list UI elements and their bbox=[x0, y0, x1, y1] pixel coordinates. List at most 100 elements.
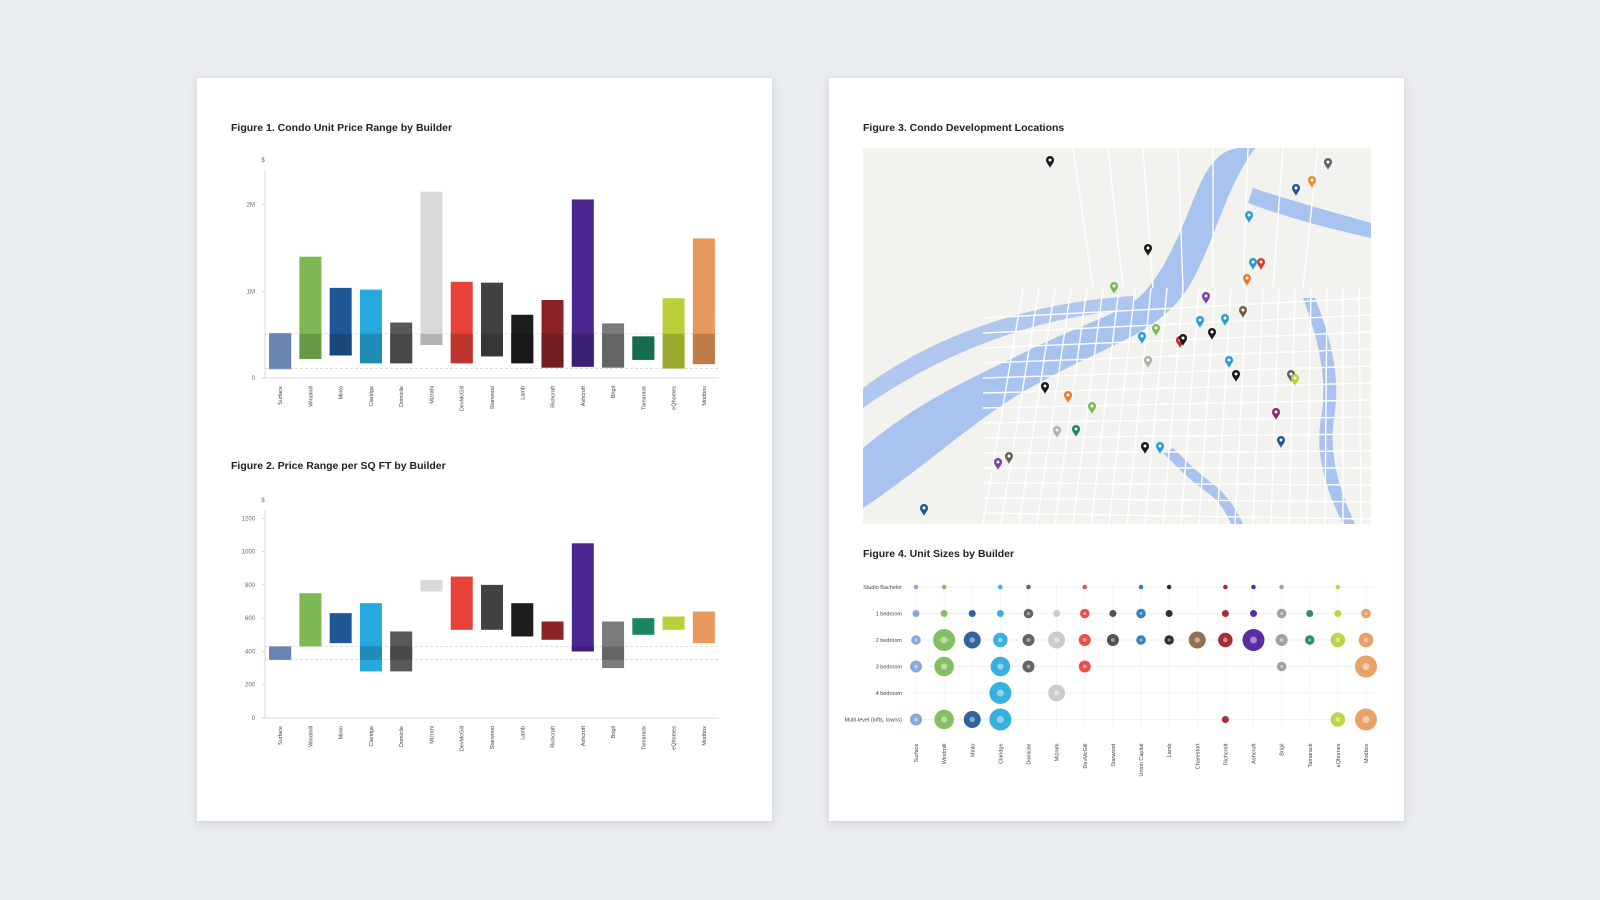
bar-modbox[interactable] bbox=[692, 238, 715, 365]
map-pin[interactable] bbox=[1072, 425, 1080, 437]
map-pin[interactable] bbox=[994, 458, 1002, 470]
bar-devmcgill[interactable] bbox=[450, 576, 473, 630]
bar-ashcroft[interactable] bbox=[571, 543, 594, 652]
bar-lamb[interactable] bbox=[511, 603, 534, 637]
map-pin[interactable] bbox=[1245, 211, 1253, 223]
bubble-minto[interactable] bbox=[968, 610, 976, 617]
map-pin[interactable] bbox=[1156, 442, 1164, 454]
map-pin[interactable] bbox=[1196, 316, 1204, 328]
map-pin[interactable] bbox=[1138, 332, 1146, 344]
bubble-eqhomes[interactable] bbox=[1330, 712, 1346, 727]
bubble-lamb[interactable] bbox=[1165, 610, 1173, 617]
map-pin[interactable] bbox=[1243, 274, 1251, 286]
map-pin[interactable] bbox=[1239, 306, 1247, 318]
bubble-union-capital[interactable] bbox=[1136, 635, 1146, 645]
bubble-brigil[interactable] bbox=[1275, 634, 1288, 646]
bubble-windmill[interactable] bbox=[934, 709, 954, 730]
bubble-union-capital[interactable] bbox=[1136, 608, 1146, 619]
bubble-ashcroft[interactable] bbox=[1250, 610, 1257, 617]
bubble-ashcroft[interactable] bbox=[1251, 584, 1256, 590]
bubble-surface[interactable] bbox=[910, 713, 922, 726]
bubble-tamarack[interactable] bbox=[1306, 610, 1314, 617]
bubble-windmill[interactable] bbox=[933, 629, 956, 651]
bubble-tamarack[interactable] bbox=[1305, 635, 1315, 645]
bubble-windmill[interactable] bbox=[940, 610, 948, 617]
condo-location-map[interactable] bbox=[863, 148, 1371, 524]
bubble-claridge[interactable] bbox=[989, 708, 1012, 731]
map-pin[interactable] bbox=[1272, 408, 1280, 420]
map-pin[interactable] bbox=[1202, 292, 1210, 304]
map-pin[interactable] bbox=[1232, 370, 1240, 382]
bubble-brigil[interactable] bbox=[1279, 584, 1284, 590]
map-pin[interactable] bbox=[1208, 328, 1216, 340]
bubble-domicile[interactable] bbox=[1022, 660, 1035, 673]
bubble-devmcgill[interactable] bbox=[1078, 634, 1091, 646]
map-pin[interactable] bbox=[1292, 184, 1300, 196]
bubble-ashcroft[interactable] bbox=[1242, 629, 1265, 651]
bar-mizrahi[interactable] bbox=[420, 579, 443, 592]
bubble-surface[interactable] bbox=[912, 610, 920, 617]
map-pin[interactable] bbox=[1225, 356, 1233, 368]
map-pin[interactable] bbox=[1221, 314, 1229, 326]
bubble-eqhomes[interactable] bbox=[1335, 584, 1341, 590]
bubble-devmcgill[interactable] bbox=[1080, 608, 1090, 619]
bubble-domicile[interactable] bbox=[1026, 584, 1031, 590]
bar-minto[interactable] bbox=[329, 613, 352, 644]
bubble-brigil[interactable] bbox=[1276, 661, 1287, 672]
map-pin[interactable] bbox=[1179, 334, 1187, 346]
bubble-starwood[interactable] bbox=[1109, 610, 1117, 617]
bubble-surface[interactable] bbox=[910, 660, 922, 673]
bar-eqhomes[interactable] bbox=[662, 616, 685, 630]
map-pin[interactable] bbox=[1053, 426, 1061, 438]
map-pin[interactable] bbox=[1291, 374, 1299, 386]
map-pin[interactable] bbox=[1110, 282, 1118, 294]
bubble-richcraft[interactable] bbox=[1218, 632, 1233, 648]
bar-brigil[interactable] bbox=[602, 621, 625, 669]
map-pin[interactable] bbox=[920, 504, 928, 516]
bubble-richcraft[interactable] bbox=[1221, 610, 1229, 617]
bubble-minto[interactable] bbox=[963, 711, 981, 728]
bar-richcraft[interactable] bbox=[541, 621, 564, 640]
bar-modbox[interactable] bbox=[692, 611, 715, 644]
bubble-domicile[interactable] bbox=[1022, 634, 1035, 646]
map-pin[interactable] bbox=[1308, 176, 1316, 188]
map-pin[interactable] bbox=[1064, 391, 1072, 403]
bubble-claridge[interactable] bbox=[993, 632, 1008, 648]
bar-tamarack[interactable] bbox=[632, 618, 655, 635]
bar-starwood[interactable] bbox=[481, 584, 503, 630]
bubble-windmill[interactable] bbox=[934, 656, 954, 677]
map-pin[interactable] bbox=[1041, 382, 1049, 394]
map-pin[interactable] bbox=[1046, 156, 1054, 168]
map-pin[interactable] bbox=[1324, 158, 1332, 170]
bar-ashcroft[interactable] bbox=[571, 199, 594, 367]
bar-claridge[interactable] bbox=[359, 603, 382, 672]
bubble-claridge[interactable] bbox=[998, 584, 1003, 590]
bubble-modbox[interactable] bbox=[1355, 708, 1377, 731]
bubble-eqhomes[interactable] bbox=[1334, 610, 1342, 617]
bubble-modbox[interactable] bbox=[1358, 632, 1374, 648]
bubble-surface[interactable] bbox=[913, 584, 919, 590]
map-pin[interactable] bbox=[1144, 356, 1152, 368]
bubble-modbox[interactable] bbox=[1361, 608, 1371, 619]
bar-mizrahi[interactable] bbox=[420, 191, 443, 346]
bubble-richcraft[interactable] bbox=[1223, 584, 1228, 590]
bubble-surface[interactable] bbox=[911, 635, 921, 645]
bubble-starwood[interactable] bbox=[1106, 634, 1119, 646]
bubble-lamb[interactable] bbox=[1164, 635, 1174, 645]
bar-windmill[interactable] bbox=[299, 256, 322, 359]
map-pin[interactable] bbox=[1088, 402, 1096, 414]
bubble-brigil[interactable] bbox=[1276, 608, 1287, 619]
bubble-modbox[interactable] bbox=[1355, 655, 1377, 678]
bubble-charesfort[interactable] bbox=[1188, 631, 1206, 649]
bubble-devmcgill[interactable] bbox=[1082, 584, 1088, 590]
bubble-eqhomes[interactable] bbox=[1330, 632, 1346, 648]
map-pin[interactable] bbox=[1144, 244, 1152, 256]
bubble-lamb[interactable] bbox=[1166, 584, 1172, 590]
map-pin[interactable] bbox=[1257, 258, 1265, 270]
bubble-mizrahi[interactable] bbox=[1048, 631, 1066, 649]
bubble-minto[interactable] bbox=[963, 631, 981, 649]
bubble-devmcgill[interactable] bbox=[1078, 660, 1091, 673]
map-pin[interactable] bbox=[1005, 452, 1013, 464]
bubble-claridge[interactable] bbox=[989, 682, 1012, 704]
map-pin[interactable] bbox=[1277, 436, 1285, 448]
